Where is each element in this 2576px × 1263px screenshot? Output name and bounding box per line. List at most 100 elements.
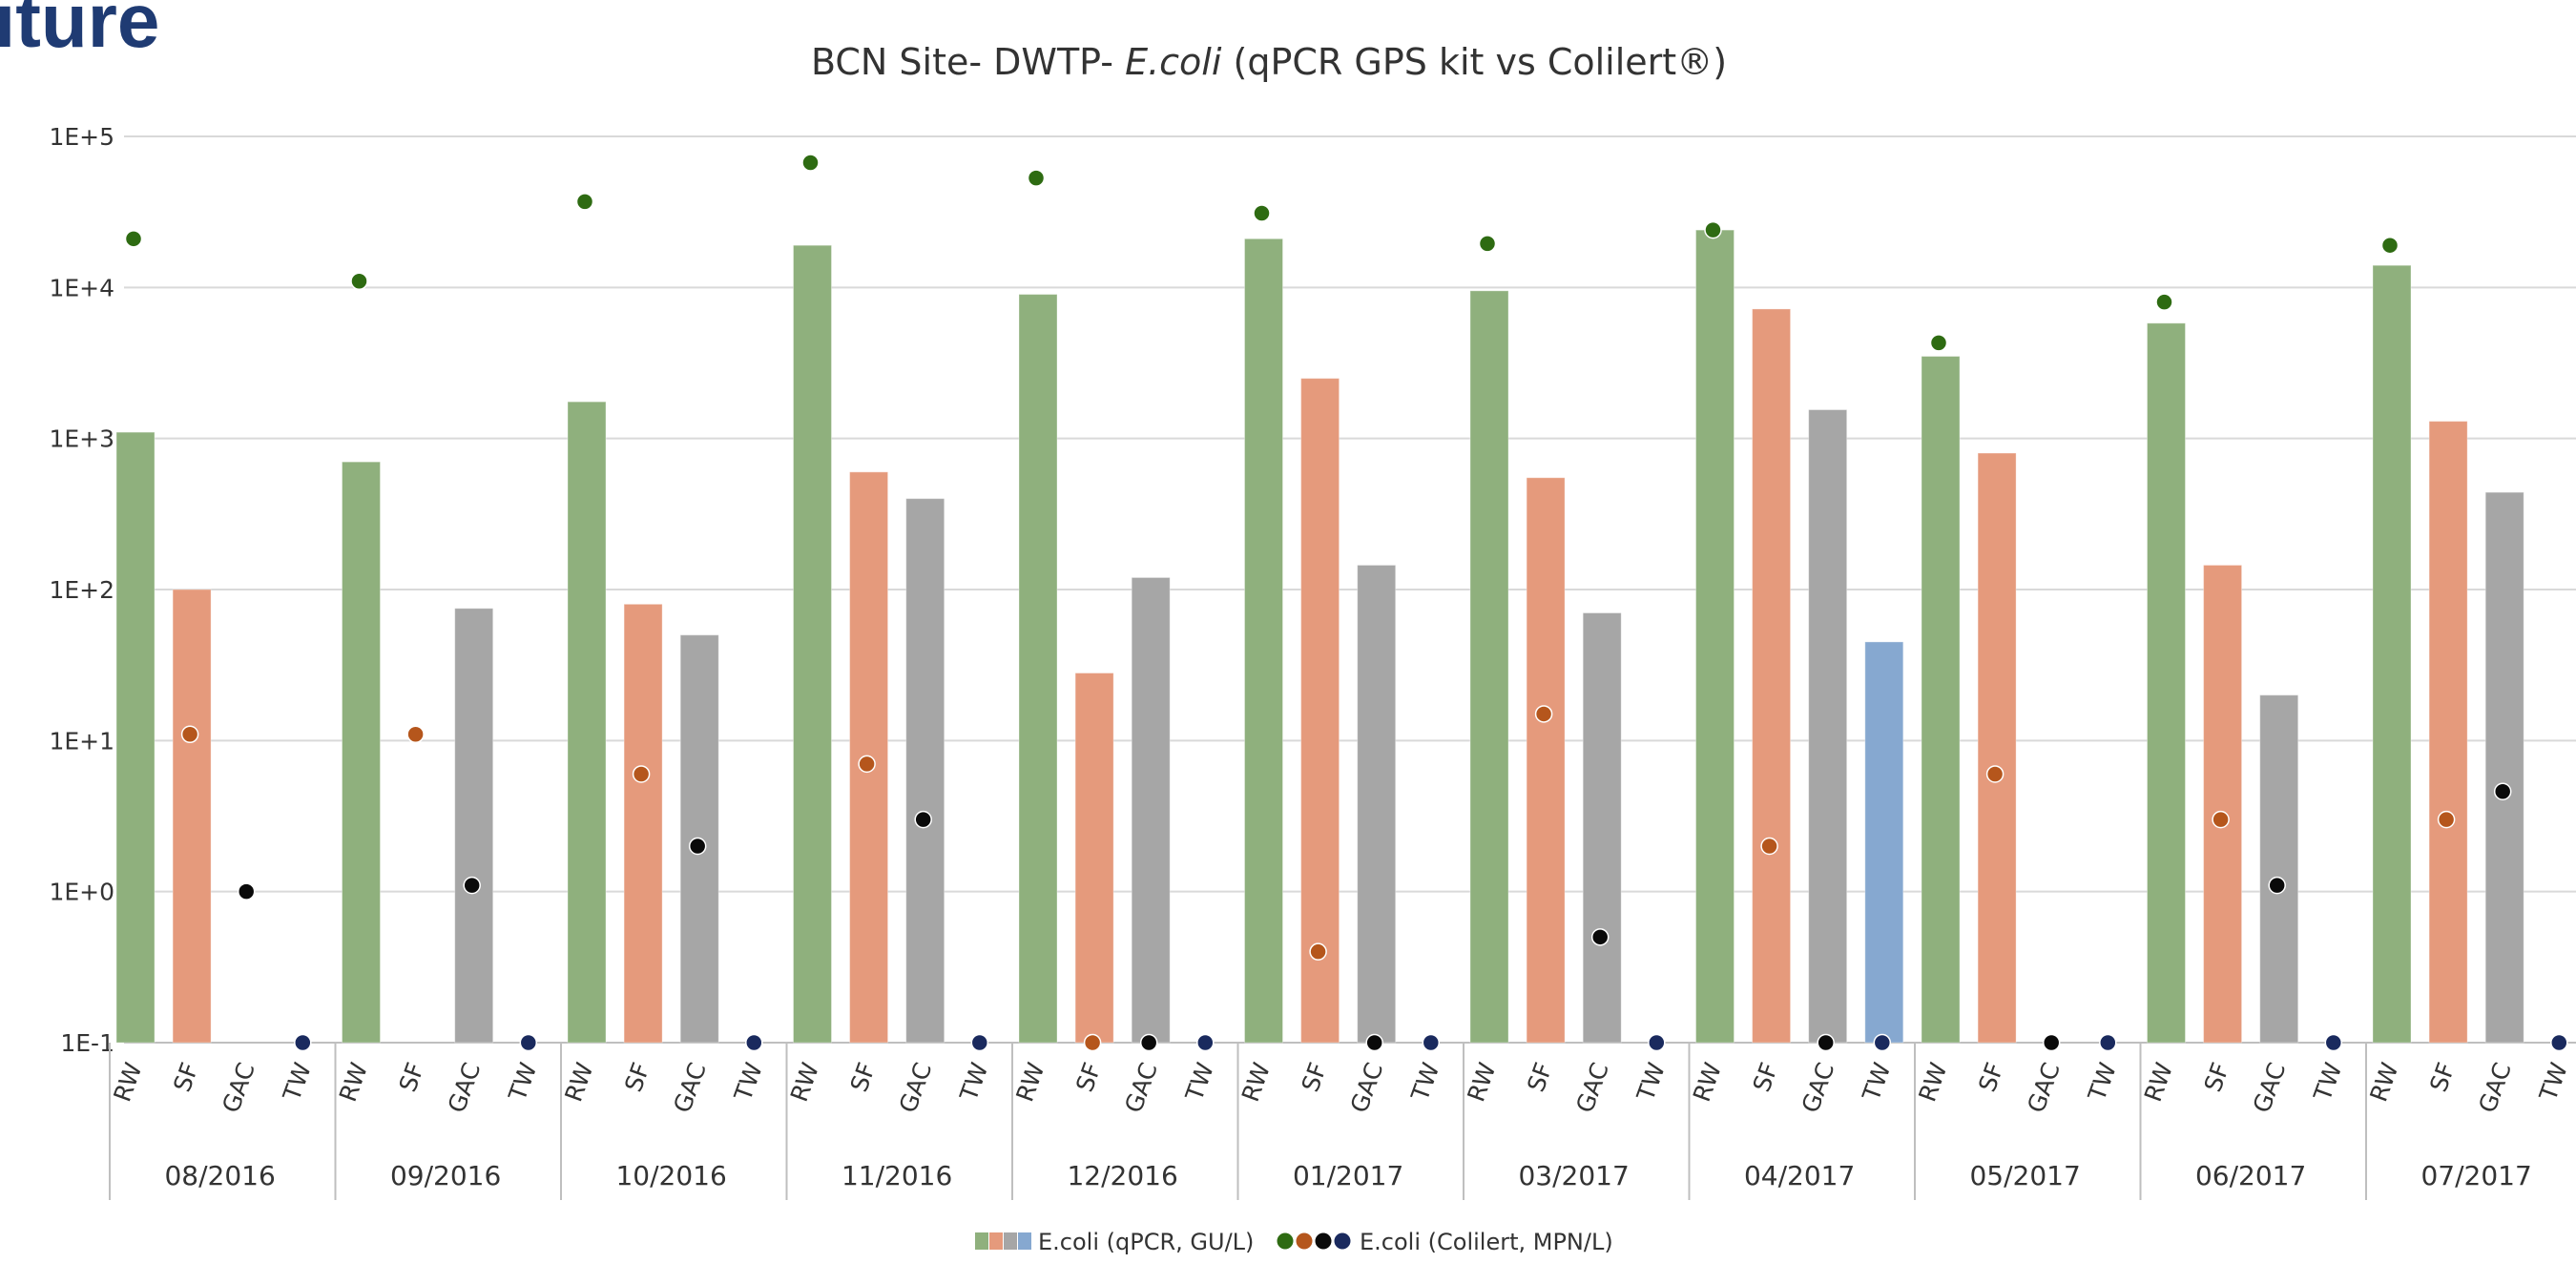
point-sf [1985, 765, 2005, 783]
x-tick-label: TW [2083, 1059, 2122, 1105]
y-tick-label: 1E+0 [49, 879, 114, 906]
x-tick-label: GAC [1119, 1059, 1163, 1116]
bar-sf [1752, 308, 1792, 1044]
point-gac [688, 837, 707, 856]
y-tick-label: 1E-1 [60, 1029, 114, 1057]
x-tick-label: TW [278, 1059, 317, 1105]
bar-rw [1921, 356, 1961, 1044]
bar-gac [1808, 409, 1848, 1044]
point-gac [463, 876, 481, 895]
point-gac [1590, 928, 1610, 946]
x-tick-label: RW [1236, 1059, 1276, 1106]
point-sf [180, 725, 199, 744]
bar-rw [793, 244, 832, 1044]
x-group-label: 05/2017 [1969, 1160, 2080, 1191]
point-tw [745, 1033, 763, 1052]
point-sf [2437, 810, 2456, 829]
legend-marker [1334, 1232, 1351, 1250]
x-tick-label: SF [1973, 1059, 2009, 1095]
point-gac [2493, 782, 2512, 800]
bar-tw [1864, 641, 1904, 1044]
point-gac [1365, 1033, 1383, 1052]
y-tick-label: 1E+2 [49, 576, 114, 604]
legend-swatch [989, 1232, 1003, 1250]
bar-rw [1695, 229, 1735, 1044]
bar-series [115, 229, 2524, 1044]
x-tick-label: RW [2139, 1059, 2178, 1106]
legend: E.coli (qPCR, GU/L) E.coli (Colilert, MPN… [975, 1229, 1613, 1255]
point-series [124, 154, 2568, 1052]
bar-rw [567, 401, 607, 1044]
x-tick-label: TW [1405, 1059, 1444, 1105]
point-rw [1929, 334, 1948, 352]
x-tick-label: GAC [2022, 1059, 2066, 1116]
bar-gac [2259, 694, 2299, 1044]
point-gac [237, 882, 256, 901]
point-rw [1253, 204, 1271, 222]
point-sf [2212, 810, 2230, 829]
point-tw [2550, 1033, 2568, 1052]
bar-rw [1244, 238, 1283, 1044]
x-group-label: 04/2017 [1744, 1160, 1855, 1191]
x-tick-label: SF [1070, 1059, 1107, 1095]
bar-sf [1526, 477, 1566, 1044]
bar-sf [172, 589, 212, 1044]
x-tick-label: RW [559, 1059, 598, 1106]
bar-rw [342, 461, 381, 1044]
bar-rw [2372, 264, 2412, 1044]
point-rw [1704, 220, 1722, 239]
x-tick-label: GAC [2473, 1059, 2517, 1116]
x-tick-label: SF [2424, 1059, 2461, 1095]
legend-marker [1277, 1232, 1294, 1250]
chart-title: BCN Site- DWTP- E.coli (qPCR GPS kit vs … [811, 41, 1727, 83]
x-tick-label: TW [2308, 1059, 2347, 1105]
x-tick-label: TW [1631, 1059, 1671, 1105]
bar-rw [2147, 322, 2186, 1044]
point-rw [2380, 236, 2399, 255]
chart-title-italic: E.coli [1125, 41, 1222, 83]
x-tick-label: SF [845, 1059, 882, 1095]
legend-swatch [975, 1232, 988, 1250]
bar-rw [1018, 294, 1058, 1044]
x-tick-label: RW [1462, 1059, 1501, 1106]
x-group-label: 01/2017 [1293, 1160, 1403, 1191]
chart-title-part: (qPCR GPS kit vs Colilert®) [1221, 41, 1727, 83]
x-axis: RW SF GAC TW 08/2016 RW SF GAC TW 09/2016 RW SF GAC T… [108, 1043, 2573, 1200]
x-tick-label: SF [394, 1059, 430, 1095]
point-gac [914, 810, 932, 829]
point-gac [2042, 1033, 2061, 1052]
x-tick-label: TW [1180, 1059, 1219, 1105]
point-tw [1873, 1033, 1892, 1052]
point-tw [1196, 1033, 1215, 1052]
point-rw [575, 193, 594, 211]
bar-gac [2484, 491, 2524, 1044]
x-group-label: 11/2016 [841, 1160, 952, 1191]
chart-title-part: BCN Site- DWTP- [811, 41, 1125, 83]
point-tw [294, 1033, 312, 1052]
point-sf [1534, 705, 1553, 723]
y-tick-label: 1E+1 [49, 727, 114, 755]
y-tick-label: 1E+5 [49, 123, 114, 151]
point-tw [1648, 1033, 1666, 1052]
x-tick-label: RW [1688, 1059, 1727, 1106]
bar-gac [1131, 576, 1171, 1044]
x-tick-label: GAC [1570, 1059, 1614, 1116]
x-group-label: 10/2016 [615, 1160, 726, 1191]
legend-marker [1296, 1232, 1313, 1250]
y-tick-label: 1E+3 [49, 425, 114, 453]
x-tick-label: GAC [443, 1059, 487, 1116]
x-group-label: 08/2016 [164, 1160, 275, 1191]
x-tick-label: RW [2364, 1059, 2403, 1106]
point-rw [801, 154, 820, 172]
x-tick-label: TW [2534, 1059, 2573, 1105]
bar-gac [1582, 612, 1622, 1044]
x-group-label: 07/2017 [2420, 1160, 2531, 1191]
bar-sf [1300, 378, 1340, 1044]
x-tick-label: GAC [894, 1059, 938, 1116]
point-tw [2099, 1033, 2117, 1052]
bar-sf [2203, 564, 2243, 1044]
x-tick-label: GAC [1345, 1059, 1389, 1116]
point-tw [970, 1033, 989, 1052]
point-sf [1760, 837, 1778, 856]
